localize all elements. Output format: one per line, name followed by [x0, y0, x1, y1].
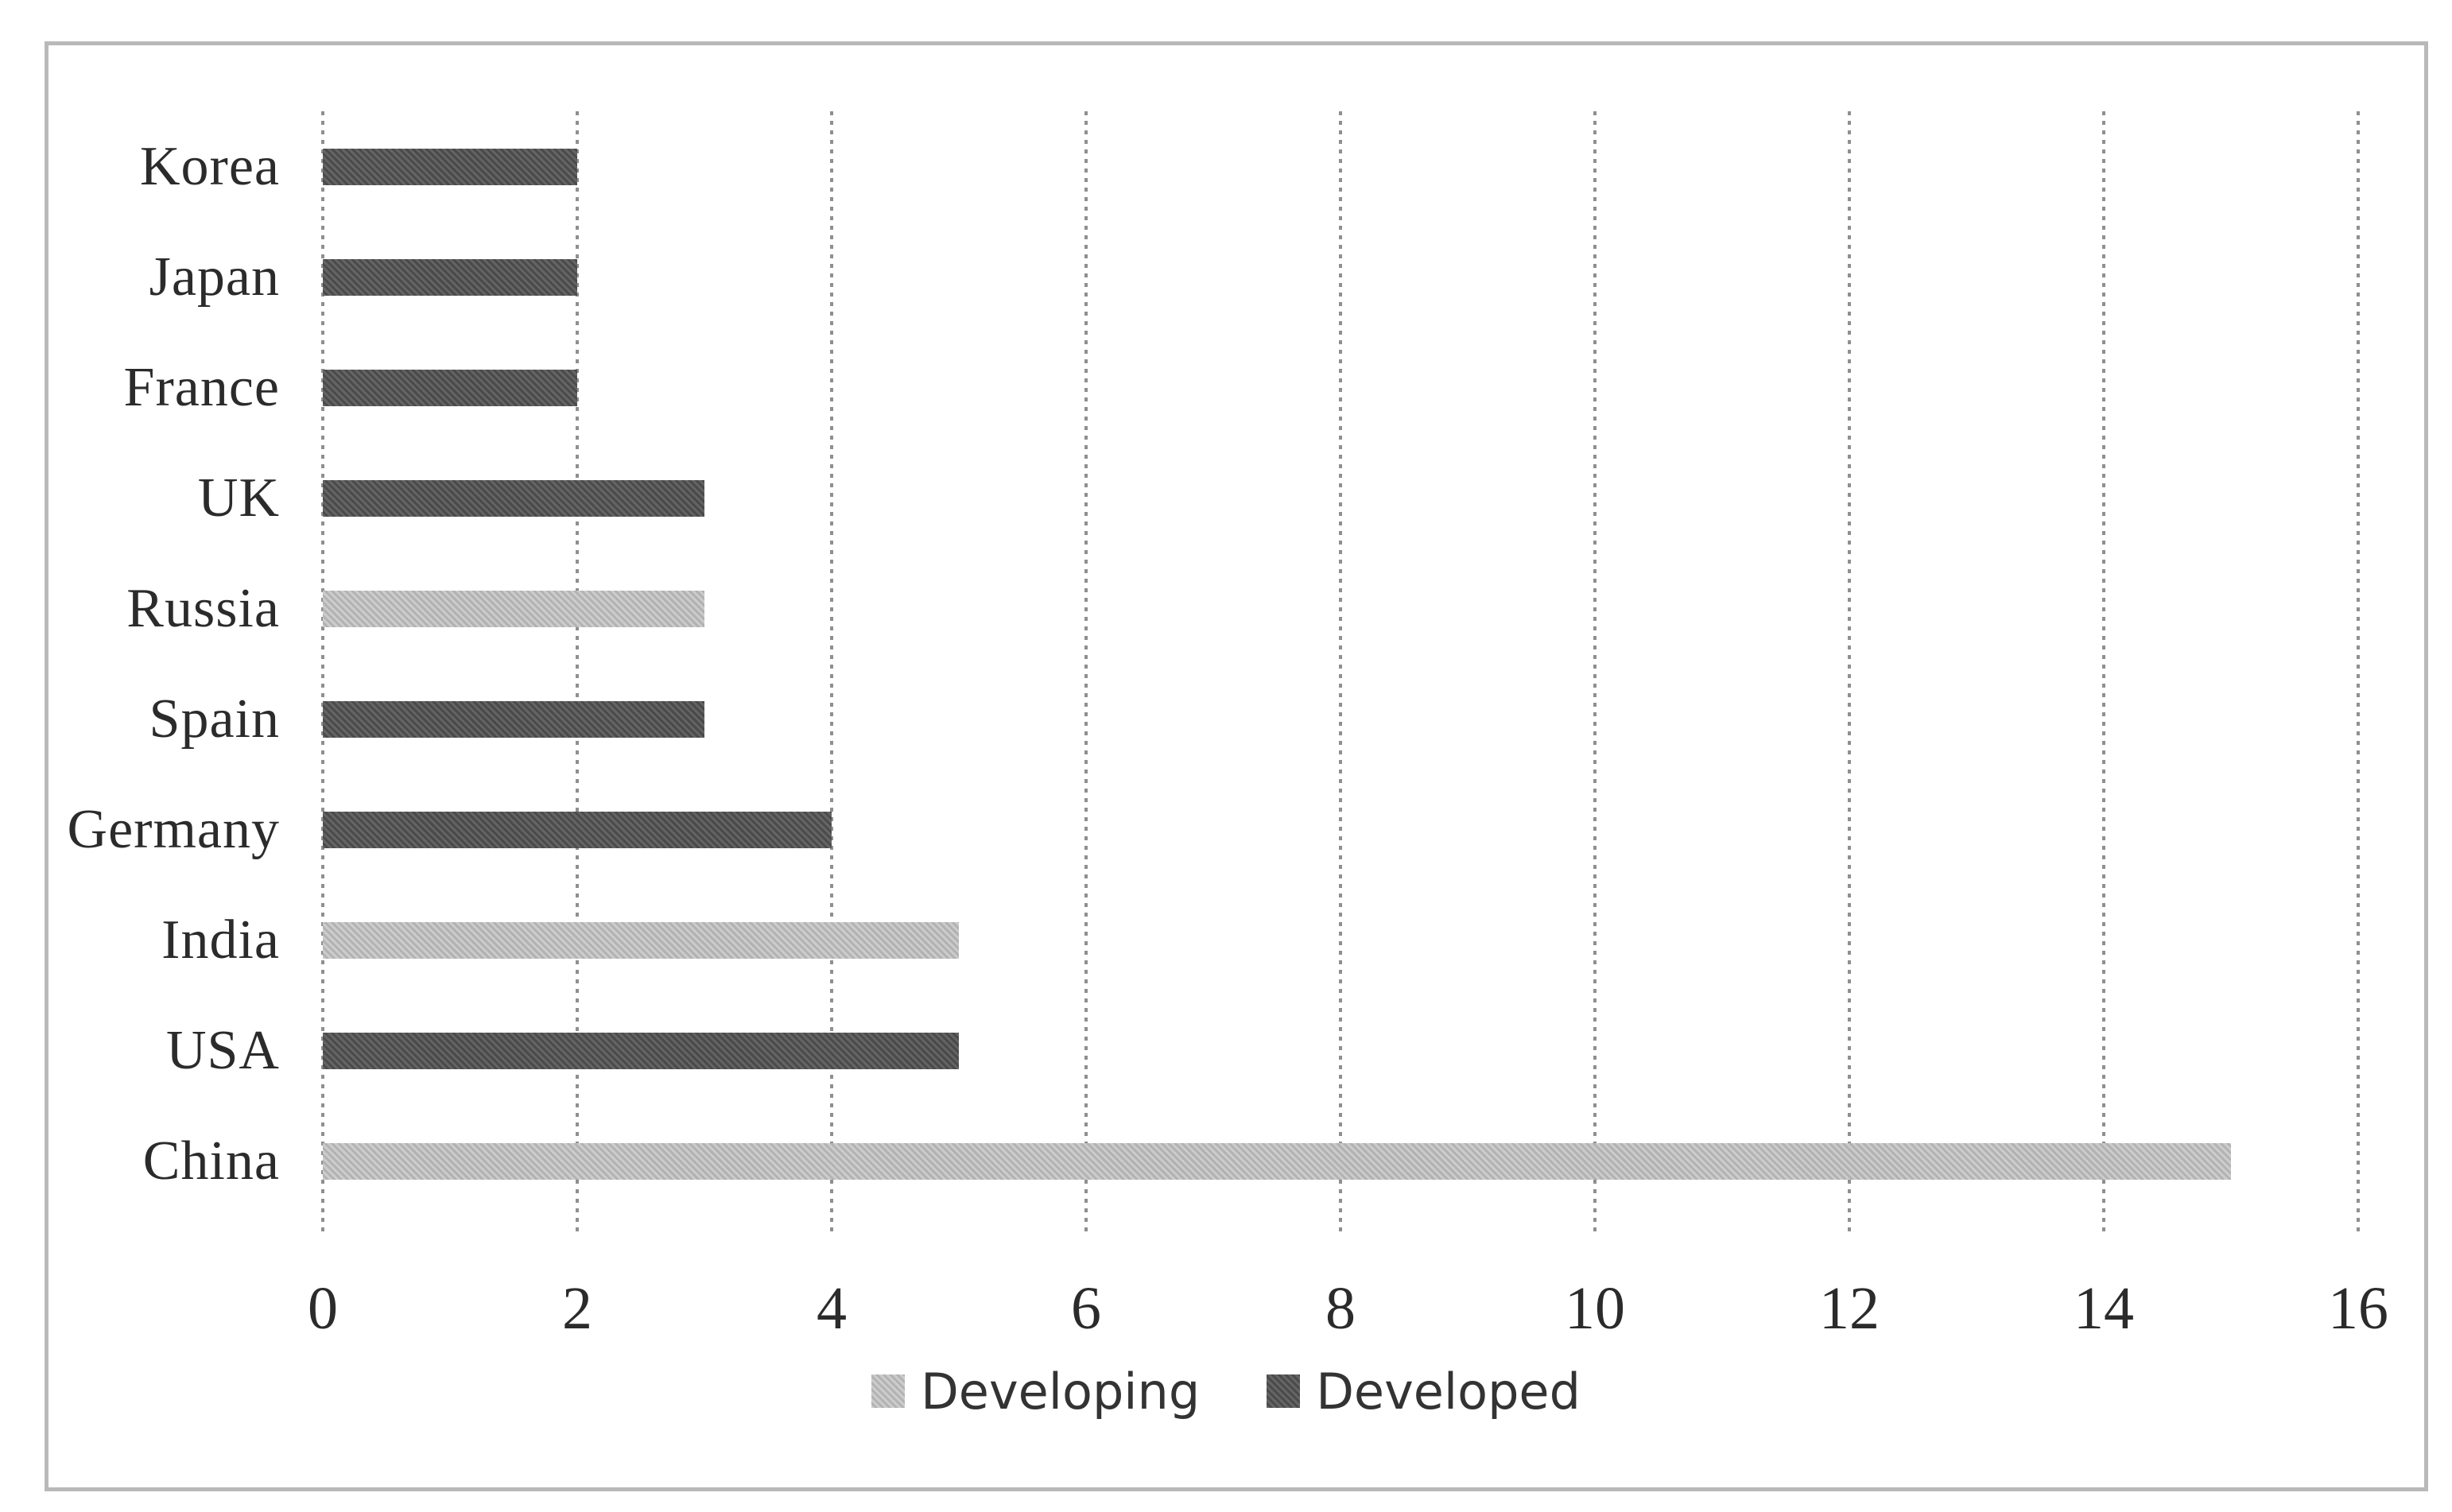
chart-outer-border	[45, 41, 2428, 1491]
legend-swatch-developed	[1267, 1374, 1301, 1408]
legend-label-developed: Developed	[1316, 1362, 1581, 1421]
legend-swatch-developing	[871, 1374, 906, 1408]
legend: Developing Developed	[0, 1343, 2452, 1439]
legend-label-developing: Developing	[921, 1362, 1201, 1421]
legend-item-developing: Developing	[871, 1363, 1200, 1421]
legend-item-developed: Developed	[1267, 1363, 1581, 1421]
